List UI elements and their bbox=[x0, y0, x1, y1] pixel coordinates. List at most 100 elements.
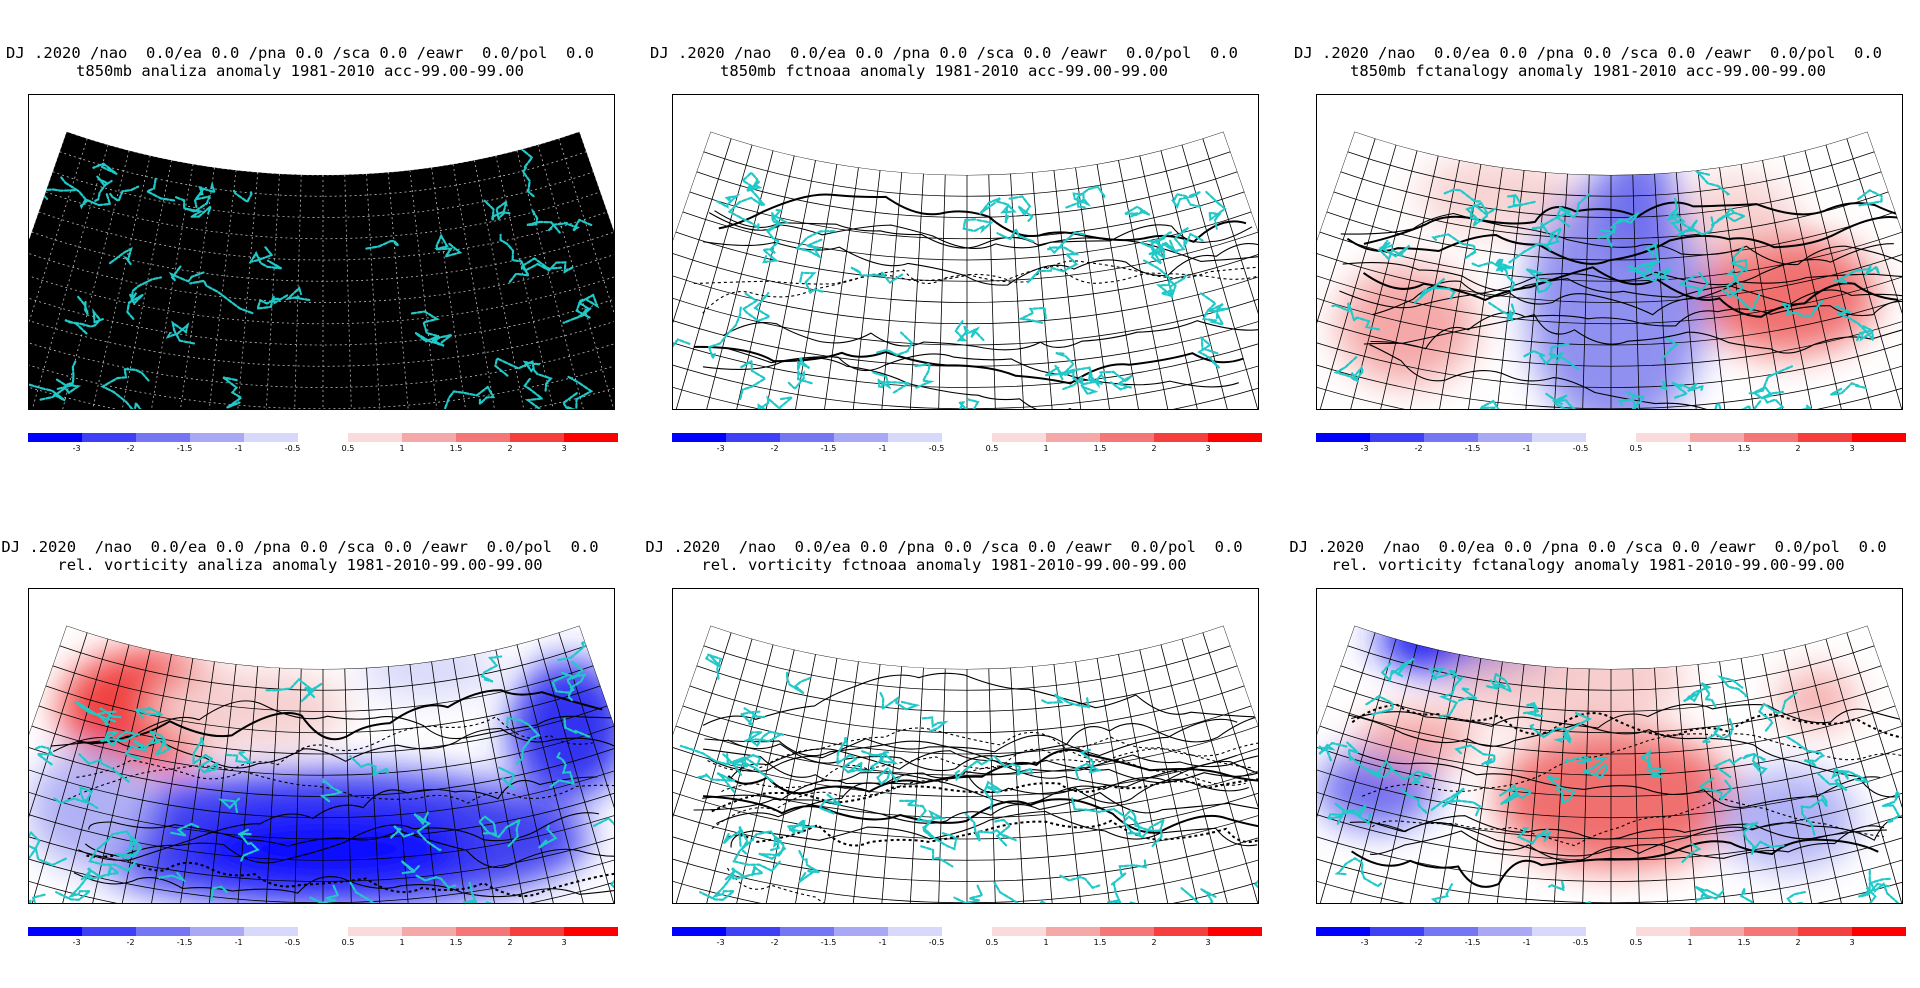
parallel-line bbox=[52, 171, 594, 218]
legend-label: 1.5 bbox=[1737, 444, 1751, 453]
contour-line bbox=[730, 810, 1258, 848]
coastline-segment bbox=[92, 162, 118, 175]
coastline-segment bbox=[309, 884, 340, 903]
legend-swatch-pos bbox=[402, 927, 456, 936]
legend-swatch-neg bbox=[28, 927, 82, 936]
coastline-segment bbox=[836, 737, 863, 774]
panel-title-line1: DJ .2020 /nao 0.0/ea 0.0 /pna 0.0 /sca 0… bbox=[650, 44, 1238, 62]
legend-label: -2 bbox=[126, 444, 135, 453]
coastline-segment bbox=[744, 184, 766, 207]
parallel-line bbox=[682, 211, 1252, 261]
contour-line bbox=[84, 812, 600, 864]
coastline-segment bbox=[697, 772, 736, 793]
coastline-segment bbox=[1738, 400, 1762, 409]
contour-line bbox=[1363, 313, 1902, 354]
coastline-segment bbox=[1694, 885, 1725, 902]
coastline-segment bbox=[1150, 237, 1166, 265]
coastline-segment bbox=[124, 739, 154, 761]
coastline-segment bbox=[566, 375, 594, 409]
legend-label: 3 bbox=[561, 938, 567, 947]
coastline-segment bbox=[1710, 206, 1747, 227]
legend-label: -1 bbox=[1522, 444, 1531, 453]
coastline-segment bbox=[1660, 337, 1679, 361]
coastline-segment bbox=[914, 362, 935, 389]
coastline-segment bbox=[1555, 193, 1591, 228]
coastline-segment bbox=[1713, 402, 1730, 409]
meridian-line bbox=[105, 160, 172, 409]
coastline-segment bbox=[739, 707, 766, 726]
legend-swatch-neg bbox=[1424, 927, 1478, 936]
coastline-segment bbox=[349, 881, 394, 903]
map-svg bbox=[673, 131, 1258, 409]
meridian-line bbox=[516, 150, 602, 409]
parallel-line bbox=[31, 725, 614, 776]
coastline-segment bbox=[1499, 784, 1534, 805]
meridian-line bbox=[558, 138, 614, 409]
graticule bbox=[29, 131, 614, 409]
coastline-segment bbox=[794, 230, 836, 260]
legend-swatch-neg bbox=[190, 927, 244, 936]
coastline-segment bbox=[460, 881, 478, 903]
legend-label: 2 bbox=[1795, 938, 1801, 947]
coastline-segment bbox=[39, 360, 82, 401]
coastline-segment bbox=[1431, 233, 1477, 259]
coastline-segment bbox=[1659, 380, 1669, 392]
color-legend: -3 -2 -1.5 -1 -0.5 0.5 1 1.5 2 3 bbox=[28, 927, 618, 957]
legend-label: 1 bbox=[399, 444, 405, 453]
legend-swatch-pos bbox=[348, 927, 402, 936]
legend-label: -1 bbox=[1522, 938, 1531, 947]
legend-label: -1.5 bbox=[176, 444, 193, 453]
coastline-segment bbox=[796, 357, 811, 371]
coastline-segment bbox=[390, 825, 415, 839]
legend-swatch-neg bbox=[888, 927, 942, 936]
coastline-segment bbox=[1400, 788, 1428, 815]
coastline-segment bbox=[1428, 667, 1456, 681]
legend-label: -2 bbox=[1414, 938, 1423, 947]
contour-line bbox=[727, 748, 1258, 795]
parallel-line bbox=[673, 372, 1258, 409]
map-area bbox=[672, 588, 1259, 904]
meridian-line bbox=[673, 131, 711, 409]
legend-label: 0.5 bbox=[1629, 444, 1643, 453]
coastline-segment bbox=[1008, 195, 1035, 222]
coastline bbox=[29, 627, 614, 903]
contour-line bbox=[704, 738, 1237, 788]
coastline-segment bbox=[434, 233, 463, 259]
contour-line bbox=[727, 714, 1258, 772]
parallel-line bbox=[38, 211, 608, 261]
parallel-line bbox=[29, 805, 614, 861]
coastline-segment bbox=[1742, 752, 1768, 776]
legend-swatch-pos bbox=[1154, 433, 1208, 442]
coastline-segment bbox=[547, 218, 593, 232]
legend-swatch-pos bbox=[1208, 927, 1262, 936]
coastline-segment bbox=[1785, 735, 1826, 768]
legend-swatch-neg bbox=[136, 433, 190, 442]
legend-swatch-pos bbox=[1100, 433, 1154, 442]
coastline-segment bbox=[1121, 815, 1166, 848]
coastline-segment bbox=[175, 188, 211, 213]
legend-label: -1.5 bbox=[1464, 938, 1481, 947]
parallel-line bbox=[1326, 705, 1896, 755]
coastline-segment bbox=[953, 884, 984, 903]
coastline-segment bbox=[29, 383, 66, 402]
legend-swatch-neg bbox=[1370, 927, 1424, 936]
legend-swatch-pos bbox=[1852, 433, 1906, 442]
coastline-segment bbox=[1205, 190, 1227, 230]
legend-label: 1 bbox=[1043, 444, 1049, 453]
legend-label: 0.5 bbox=[341, 938, 355, 947]
coastline-segment bbox=[1780, 299, 1824, 318]
coastline-segment bbox=[1171, 191, 1202, 209]
color-legend: -3 -2 -1.5 -1 -0.5 0.5 1 1.5 2 3 bbox=[1316, 433, 1906, 463]
coastline-segment bbox=[1046, 231, 1086, 255]
coastline-segment bbox=[198, 181, 217, 196]
legend-label: 1 bbox=[1687, 938, 1693, 947]
legend-label: -3 bbox=[72, 444, 81, 453]
coastline-segment bbox=[1702, 718, 1734, 744]
coastline-segment bbox=[1430, 883, 1454, 903]
coastline-segment bbox=[565, 660, 584, 702]
map-sector bbox=[673, 625, 1258, 903]
parallel-line bbox=[703, 151, 1231, 197]
parallel-line bbox=[29, 352, 614, 409]
coastline-segment bbox=[871, 371, 913, 394]
coastline-segment bbox=[1696, 777, 1734, 802]
